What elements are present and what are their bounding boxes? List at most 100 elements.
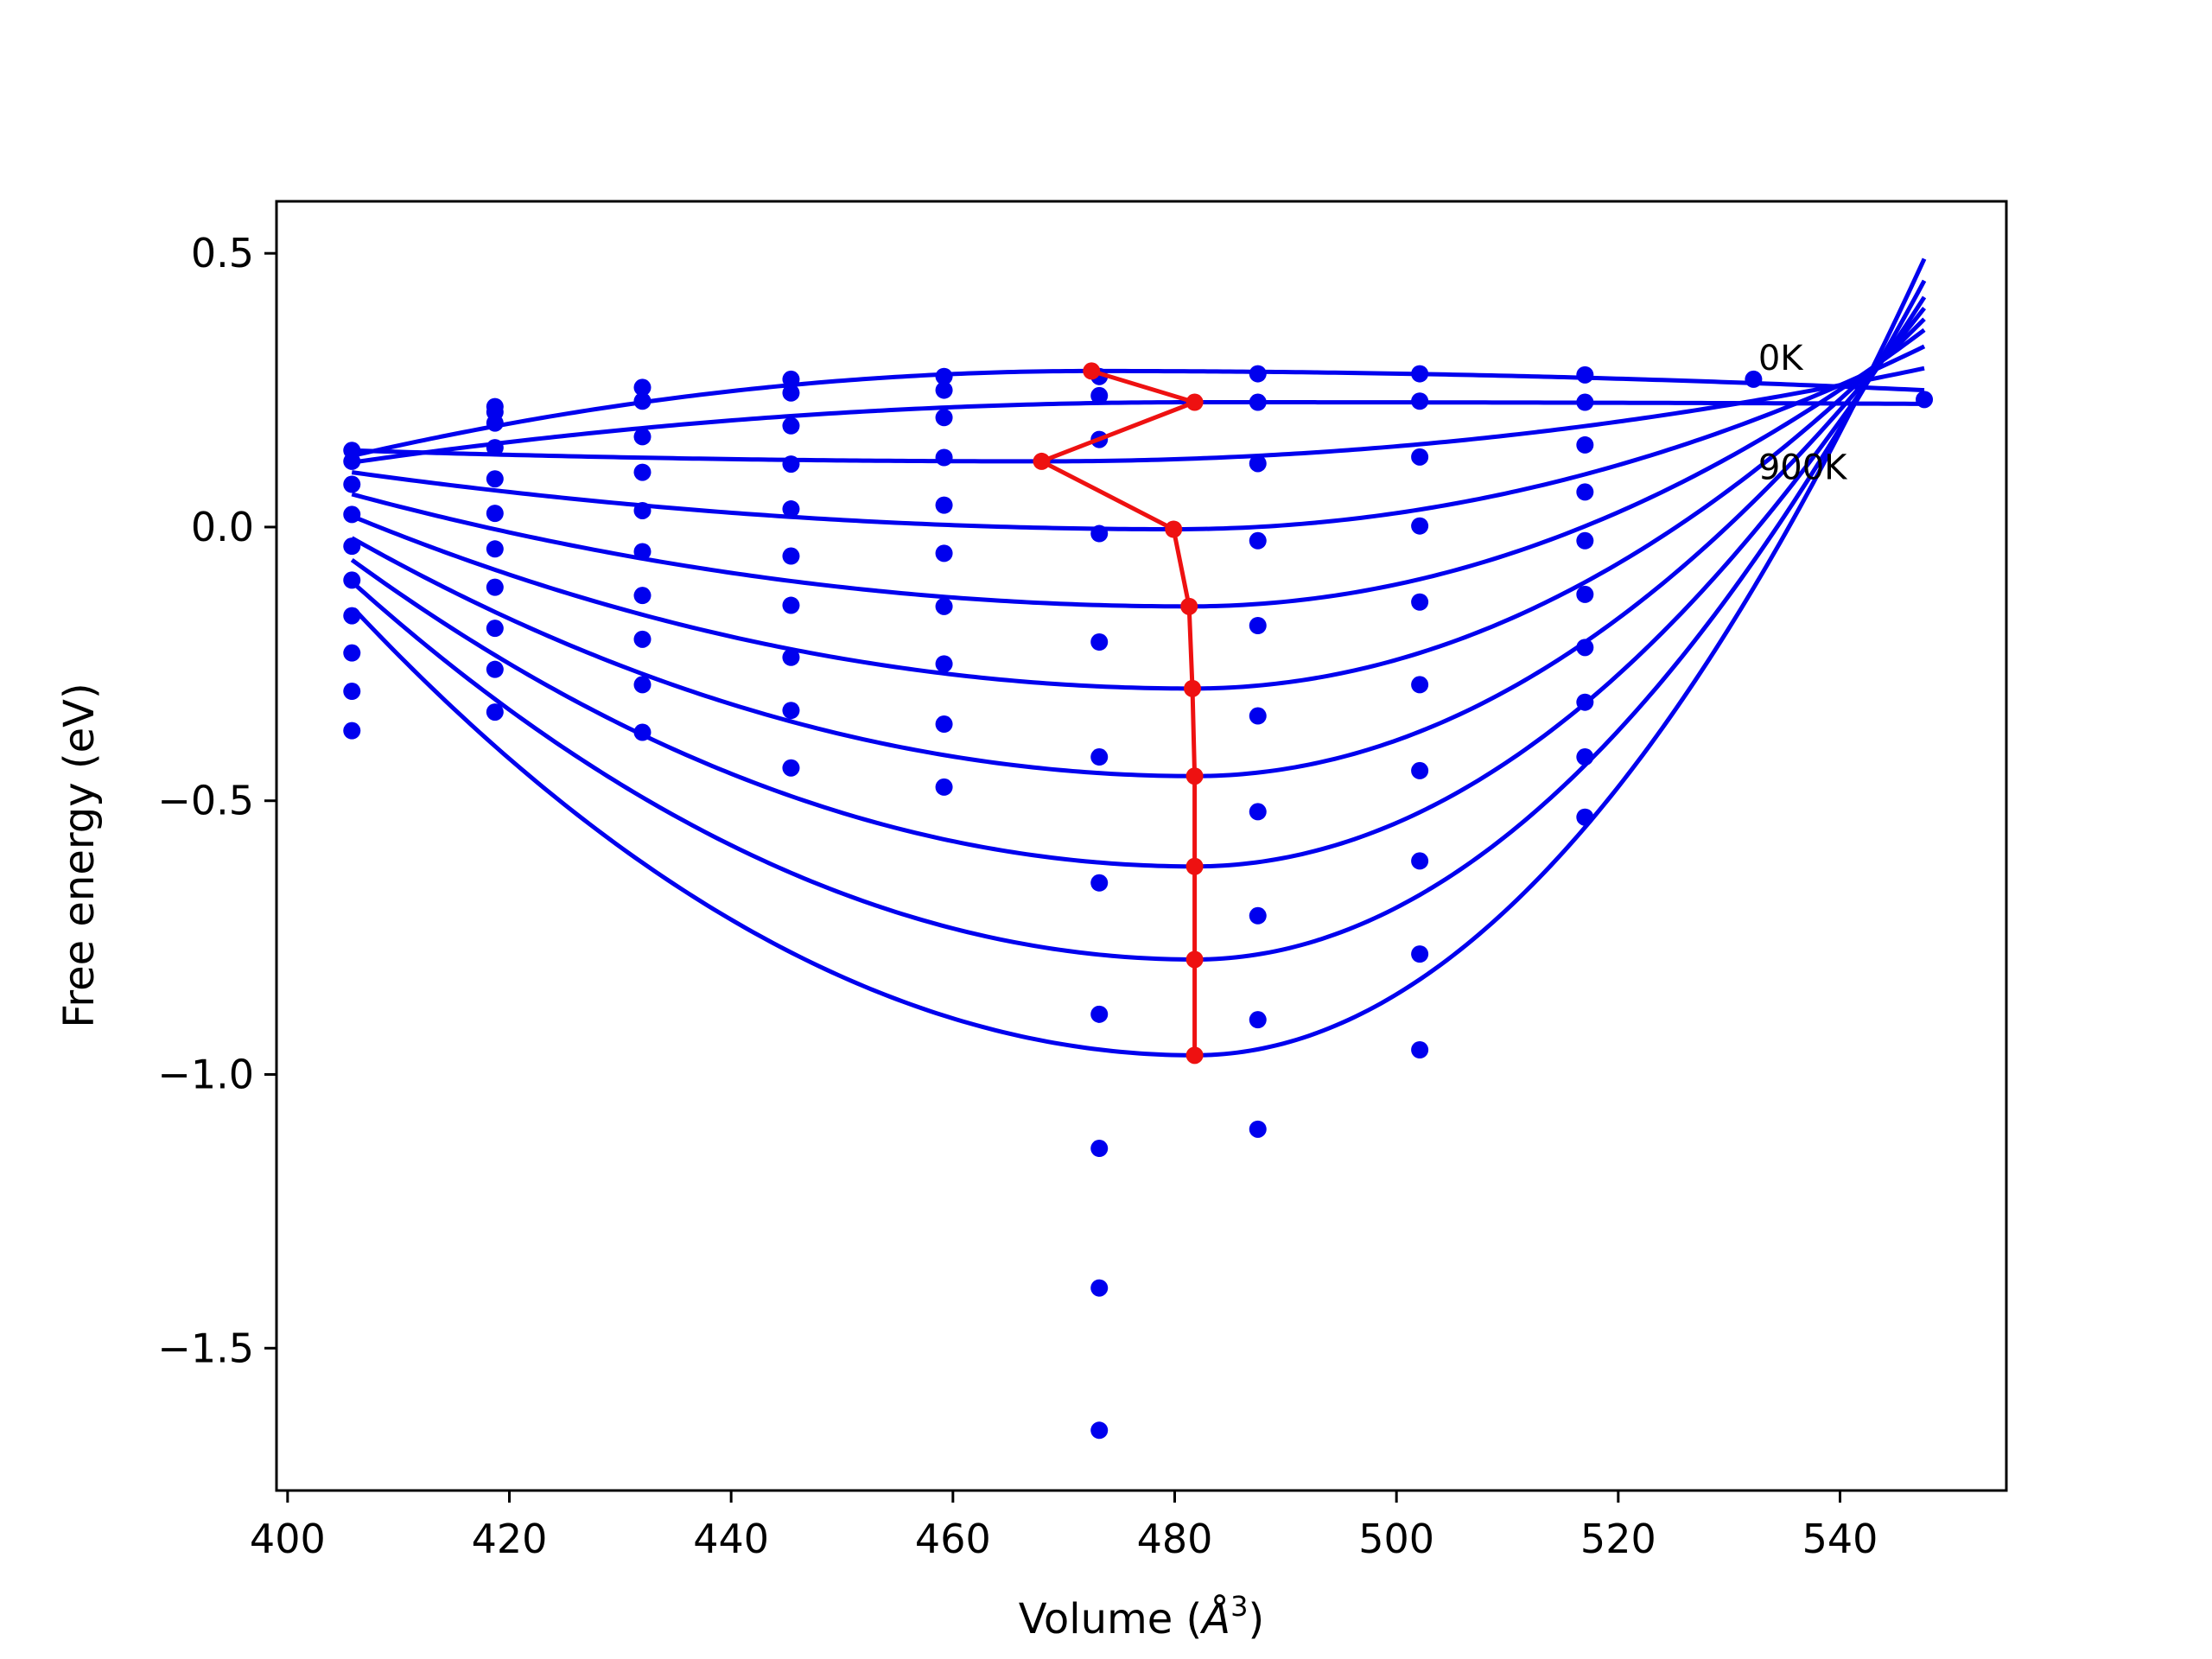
fit-curve-600k: [351, 306, 1926, 779]
data-point-100k: [343, 452, 361, 470]
data-points-layer: [343, 365, 1934, 1440]
minimum-point: [1185, 1046, 1204, 1065]
data-point-0k: [633, 378, 652, 397]
data-point-700k: [782, 648, 800, 666]
data-point-900k: [633, 723, 652, 741]
data-point-600k: [486, 540, 504, 558]
data-point-700k: [1411, 852, 1429, 870]
y-axis-label: Free energy (eV): [55, 683, 104, 1027]
x-tick-label: 500: [1358, 1516, 1434, 1562]
data-point-600k: [1576, 639, 1594, 657]
data-point-200k: [486, 414, 504, 432]
data-point-800k: [935, 715, 953, 734]
data-point-900k: [486, 660, 504, 678]
data-point-400k: [782, 500, 800, 518]
data-point-700k: [343, 644, 361, 662]
data-point-500k: [633, 543, 652, 561]
data-point-300k: [486, 439, 504, 457]
fit-curves-layer: [350, 257, 1927, 1058]
data-point-600k: [1249, 803, 1267, 821]
data-point-500k: [1090, 748, 1109, 766]
data-point-600k: [633, 587, 652, 605]
minimum-point: [1083, 362, 1101, 380]
data-point-0k: [1576, 365, 1594, 384]
data-point-400k: [1576, 531, 1594, 550]
temperature-annotation: 0K: [1758, 339, 1804, 378]
y-tick-label: −1.0: [157, 1052, 254, 1098]
data-point-900k: [343, 721, 361, 740]
x-tick-label: 480: [1137, 1516, 1213, 1562]
minima-path-line: [1036, 369, 1202, 1056]
minimum-point: [1033, 452, 1051, 470]
data-point-100k: [1249, 393, 1267, 411]
data-point-300k: [1090, 524, 1109, 543]
x-axis-ticks: 400 420 440 460 480 500 520 540: [250, 1491, 1878, 1562]
temperature-annotation: 900K: [1758, 448, 1848, 488]
data-point-300k: [1411, 517, 1429, 535]
fit-curve-500k: [351, 317, 1926, 691]
x-tick-label: 400: [250, 1516, 326, 1562]
data-point-500k: [782, 547, 800, 565]
data-point-900k: [782, 759, 800, 777]
data-point-300k: [633, 463, 652, 481]
data-point-100k: [782, 384, 800, 402]
data-point-800k: [1411, 945, 1429, 963]
data-point-400k: [343, 537, 361, 556]
fit-curve-400k: [351, 327, 1926, 609]
data-point-1000k: [486, 703, 504, 721]
data-point-300k: [1249, 531, 1267, 550]
annotations-layer: 0K 900K: [1758, 339, 1848, 488]
fit-curve-700k: [350, 296, 1927, 869]
data-point-800k: [1090, 1140, 1109, 1158]
data-point-300k: [343, 505, 361, 524]
data-point-400k: [1090, 633, 1109, 652]
fit-curve-900k: [353, 257, 1927, 1058]
data-point-600k: [343, 607, 361, 625]
data-point-500k: [1576, 585, 1594, 603]
y-tick-label: 0.5: [191, 230, 254, 276]
data-point-100k: [1576, 393, 1594, 411]
data-point-200k: [1576, 435, 1594, 454]
y-tick-label: −0.5: [157, 778, 254, 824]
fit-curve-300k: [351, 344, 1926, 531]
data-point-500k: [1411, 676, 1429, 694]
x-axis-label-symbol: Å: [1199, 1594, 1230, 1643]
minimum-point: [1185, 767, 1204, 785]
data-point-800k: [486, 620, 504, 638]
data-point-600k: [782, 596, 800, 614]
minimum-point: [1184, 679, 1202, 697]
data-point-100k: [1411, 392, 1429, 410]
data-point-100k: [935, 381, 953, 399]
y-axis-ticks: 0.5 0.0 −0.5 −1.0 −1.5: [157, 230, 276, 1371]
data-point-0k: [1411, 365, 1429, 383]
minimum-point: [1180, 597, 1198, 615]
minimum-point: [1185, 393, 1204, 411]
data-point-300k: [782, 455, 800, 474]
data-point-1000k: [1090, 1421, 1109, 1440]
data-point-0k: [782, 370, 800, 388]
data-point-900k: [1576, 808, 1594, 826]
fit-curve-800k: [350, 279, 1927, 962]
data-point-0k: [1249, 365, 1267, 383]
minima-path-layer: [1033, 362, 1204, 1065]
data-point-800k: [633, 676, 652, 694]
data-point-700k: [486, 578, 504, 596]
data-point-200k: [782, 416, 800, 435]
data-point-300k: [935, 448, 953, 467]
data-point-800k: [343, 683, 361, 701]
data-point-100k: [1090, 386, 1109, 404]
fit-curve-0k: [351, 368, 1925, 459]
y-tick-label: 0.0: [191, 504, 254, 550]
x-tick-label: 440: [693, 1516, 769, 1562]
data-point-800k: [1249, 1011, 1267, 1029]
data-point-100k: [633, 392, 652, 410]
fit-curve-200k: [352, 365, 1925, 464]
data-point-300k: [1576, 483, 1594, 501]
data-point-900k: [935, 778, 953, 796]
data-point-600k: [1411, 761, 1429, 779]
x-tick-label: 460: [915, 1516, 991, 1562]
minimum-point: [1185, 950, 1204, 969]
data-point-200k: [343, 475, 361, 493]
